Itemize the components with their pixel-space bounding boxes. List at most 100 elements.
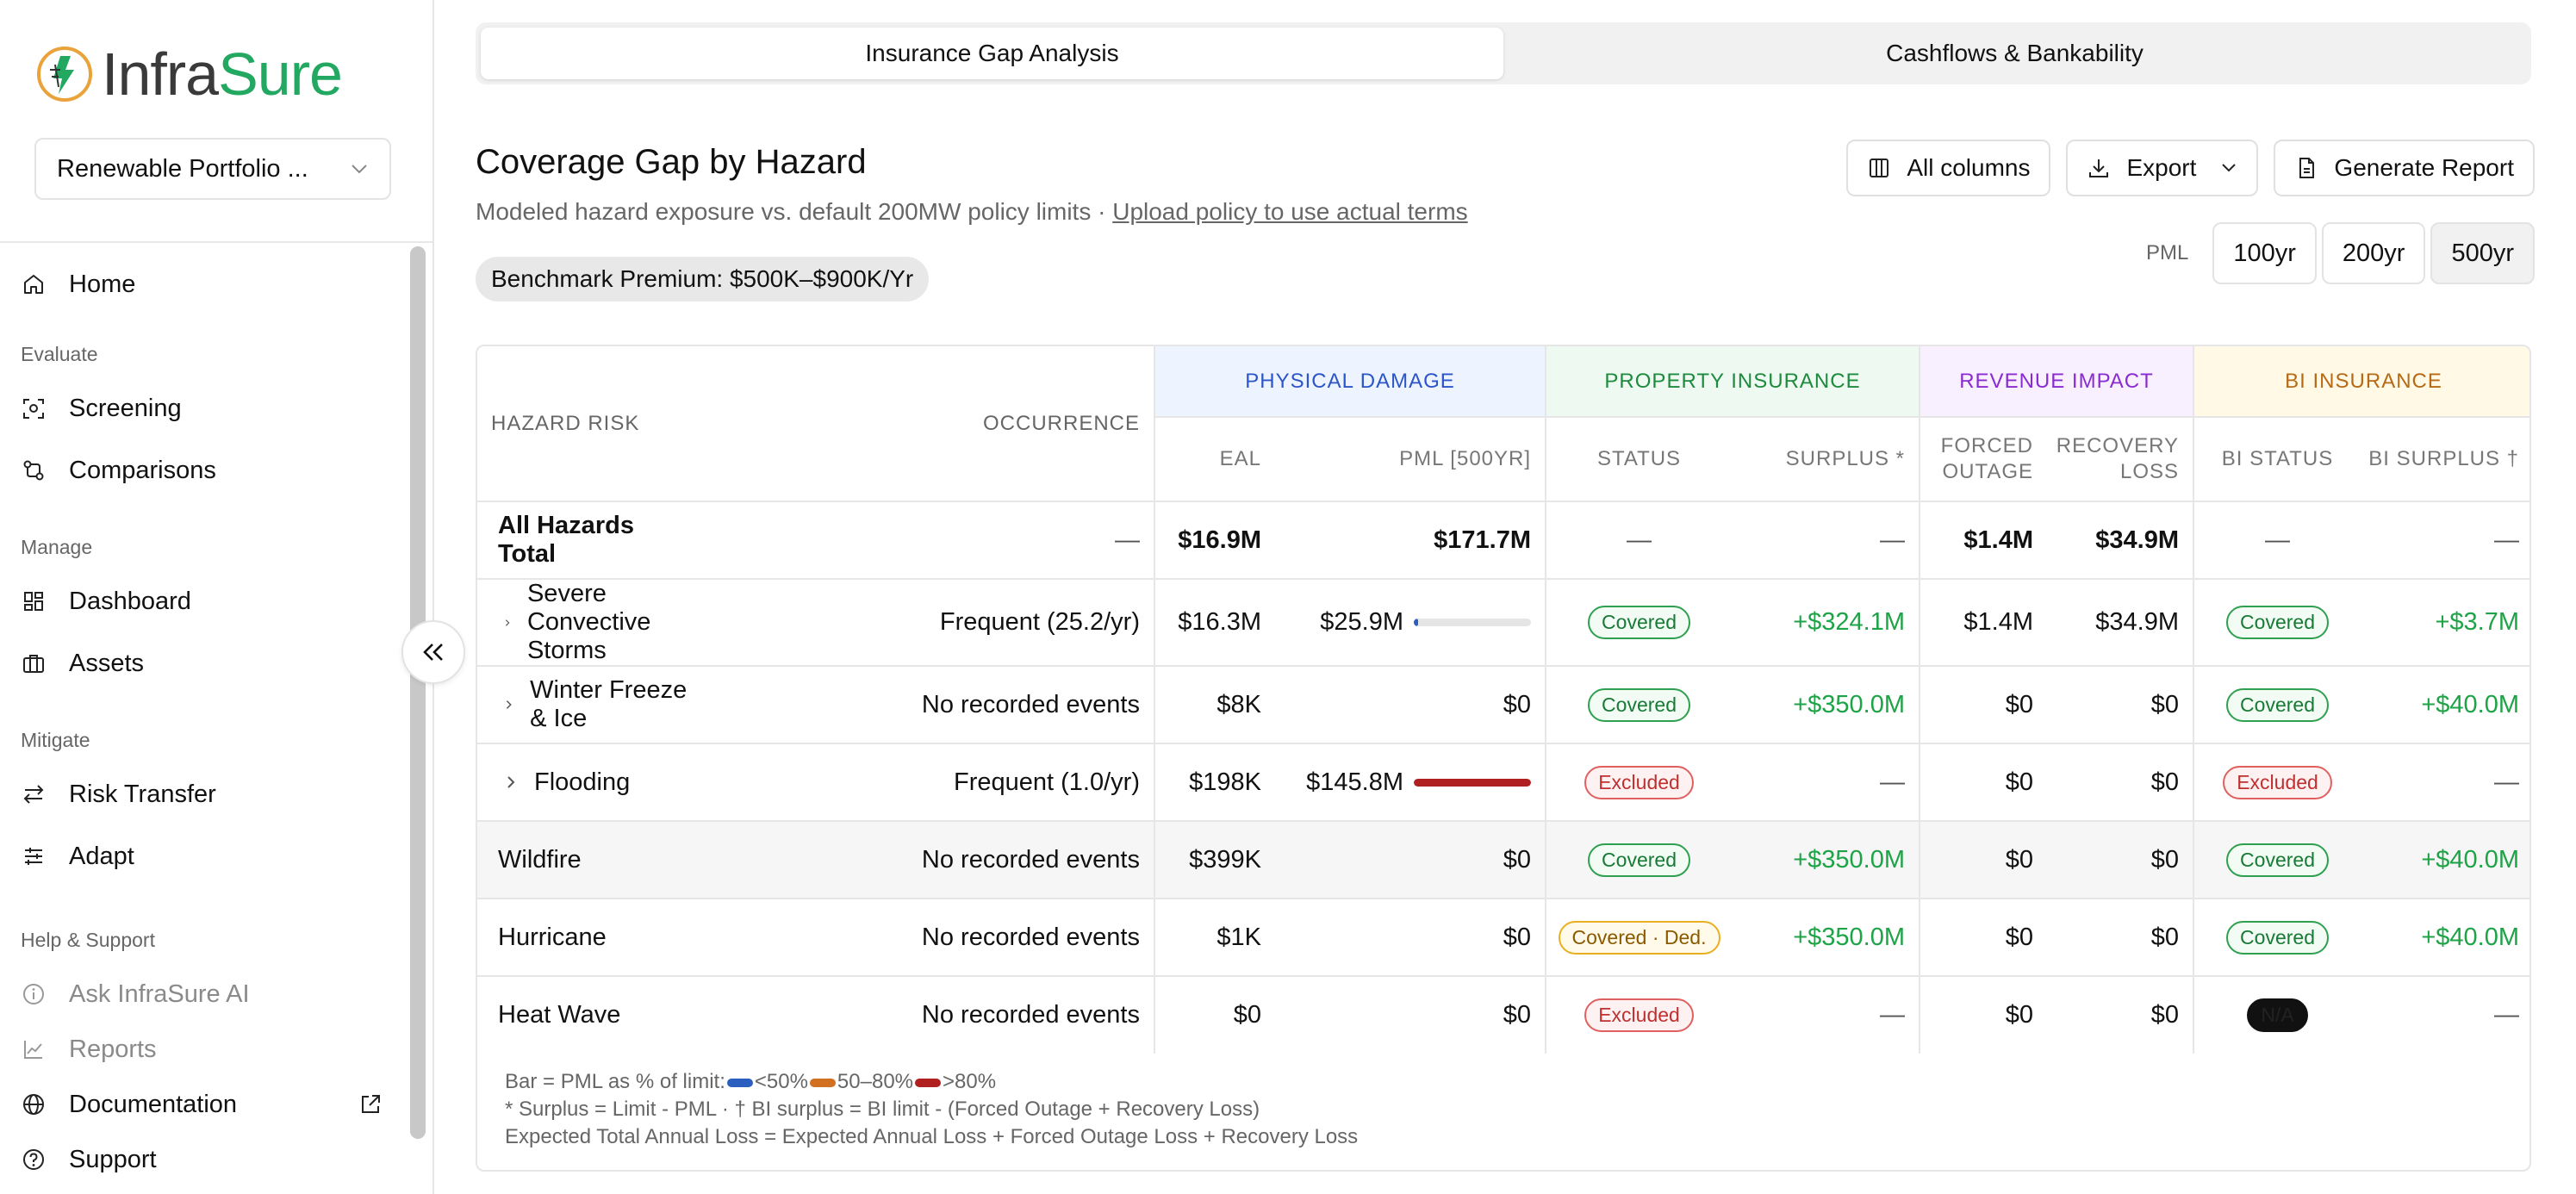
hazard-name-cell: Severe Convective Storms bbox=[477, 578, 691, 666]
hazard-name-cell: Winter Freeze & Ice bbox=[477, 665, 691, 743]
sidebar-item-home[interactable]: Home bbox=[21, 264, 135, 305]
legend-low: <50% bbox=[754, 1070, 808, 1093]
home-icon bbox=[21, 271, 47, 297]
hazard-name-wrap: Severe Convective Storms bbox=[503, 580, 691, 665]
table-row[interactable]: Winter Freeze & Ice No recorded events $8K… bbox=[477, 665, 2529, 743]
bi-surplus-cell: +$40.0M bbox=[2361, 898, 2529, 976]
download-icon bbox=[2089, 159, 2109, 177]
sidebar-item-support[interactable]: Support bbox=[21, 1139, 157, 1180]
table-row[interactable]: Severe Convective Storms Frequent (25.2/y… bbox=[477, 578, 2529, 666]
legend-line-3: Expected Total Annual Loss = Expected An… bbox=[505, 1125, 1359, 1148]
group-bi-insurance: BI INSURANCE bbox=[2193, 346, 2529, 417]
status-badge: Excluded bbox=[1584, 998, 1694, 1032]
bi-status-badge: N/A bbox=[2247, 998, 2308, 1032]
generate-report-button[interactable]: Generate Report bbox=[2274, 140, 2535, 196]
sidebar-item-screening[interactable]: Screening bbox=[21, 388, 182, 429]
eal-cell: $1K bbox=[1154, 898, 1275, 976]
sidebar-item-label: Risk Transfer bbox=[69, 780, 216, 808]
sidebar-item-documentation[interactable]: Documentation bbox=[21, 1084, 383, 1125]
eal-cell: $16.3M bbox=[1154, 578, 1275, 666]
col-header-surplus[interactable]: SURPLUS * bbox=[1732, 416, 1921, 501]
pml-200yr-button[interactable]: 200yr bbox=[2321, 222, 2426, 284]
sidebar-item-comparisons[interactable]: Comparisons bbox=[21, 450, 216, 491]
portfolio-label: Renewable Portfolio ... bbox=[57, 154, 308, 183]
surplus-cell: +$350.0M bbox=[1732, 665, 1921, 743]
col-header-status[interactable]: STATUS bbox=[1546, 416, 1733, 501]
col-header-recovery-loss[interactable]: RECOVERY LOSS bbox=[2047, 416, 2195, 501]
forced-line-1: FORCED bbox=[1940, 434, 2034, 457]
sidebar-item-reports[interactable]: Reports bbox=[21, 1029, 157, 1070]
recovery-loss-cell: $0 bbox=[2047, 743, 2195, 821]
col-header-bi-surplus[interactable]: BI SURPLUS † bbox=[2361, 416, 2529, 501]
surplus-cell: +$324.1M bbox=[1732, 578, 1921, 666]
sidebar-item-risk-transfer[interactable]: Risk Transfer bbox=[21, 774, 216, 815]
sidebar-item-label: Screening bbox=[69, 394, 182, 422]
upload-policy-link[interactable]: Upload policy to use actual terms bbox=[1112, 198, 1468, 225]
group-physical-damage: PHYSICAL DAMAGE bbox=[1154, 346, 1547, 417]
eal-cell: $198K bbox=[1154, 743, 1275, 821]
forced-outage-cell: $0 bbox=[1920, 665, 2048, 743]
sidebar: InfraSure Renewable Portfolio ... Home E… bbox=[0, 0, 434, 1194]
pml-100yr-button[interactable]: 100yr bbox=[2212, 222, 2317, 284]
collapse-sidebar-button[interactable] bbox=[401, 620, 465, 684]
surplus-cell: +$350.0M bbox=[1732, 898, 1921, 976]
tab-cashflows[interactable]: Cashflows & Bankability bbox=[1886, 40, 2144, 66]
globe-icon bbox=[21, 1091, 47, 1117]
chevron-right-icon[interactable] bbox=[503, 774, 519, 790]
export-button[interactable]: Export bbox=[2066, 140, 2259, 196]
sidebar-scrollbar[interactable] bbox=[410, 246, 426, 1139]
sidebar-item-label: Reports bbox=[69, 1035, 157, 1063]
sidebar-item-assets[interactable]: Assets bbox=[21, 643, 144, 684]
sidebar-item-label: Assets bbox=[69, 649, 145, 677]
subtitle-text: Modeled hazard exposure vs. default 200M… bbox=[476, 198, 1113, 225]
external-link-icon bbox=[358, 1092, 383, 1116]
chevron-right-icon[interactable] bbox=[503, 615, 512, 631]
nav-section-mitigate: Mitigate bbox=[21, 729, 90, 751]
tab-insurance-gap[interactable]: Insurance Gap Analysis bbox=[481, 28, 1503, 79]
bi-status-badge: Covered bbox=[2226, 606, 2329, 639]
col-header-occurrence[interactable]: OCCURRENCE bbox=[691, 346, 1155, 501]
forced-outage-cell: $0 bbox=[1920, 975, 2048, 1054]
pml-500yr-button[interactable]: 500yr bbox=[2430, 222, 2535, 284]
bi-status-cell: Covered bbox=[2193, 820, 2361, 899]
col-header-hazard[interactable]: HAZARD RISK bbox=[491, 411, 640, 435]
col-header-eal[interactable]: EAL bbox=[1154, 416, 1275, 501]
pml-bar-fill bbox=[1414, 778, 1532, 787]
legend-prefix: Bar = PML as % of limit: bbox=[505, 1070, 725, 1093]
status-cell: Covered · Ded. bbox=[1546, 898, 1733, 976]
briefcase-icon bbox=[21, 650, 47, 676]
recovery-loss-cell: $34.9M bbox=[2047, 578, 2195, 666]
infrasure-logo[interactable]: InfraSure bbox=[34, 34, 343, 114]
col-header-forced-outage[interactable]: FORCED OUTAGE bbox=[1920, 416, 2048, 501]
logo-infra: Infra bbox=[102, 40, 219, 108]
pml-value: $25.9M bbox=[1320, 608, 1404, 636]
hazard-name-wrap: Wildfire bbox=[498, 846, 691, 874]
pml-selector: PML 100yr 200yr 500yr bbox=[2146, 222, 2535, 284]
sidebar-item-dashboard[interactable]: Dashboard bbox=[21, 581, 191, 622]
occurrence-cell: No recorded events bbox=[691, 898, 1155, 976]
compare-icon bbox=[21, 457, 47, 483]
portfolio-selector[interactable]: Renewable Portfolio ... bbox=[34, 138, 391, 200]
chevron-right-icon[interactable] bbox=[503, 697, 514, 712]
bi-status-cell: — bbox=[2193, 501, 2361, 579]
forced-outage-cell: $0 bbox=[1920, 898, 2048, 976]
col-header-bi-status[interactable]: BI STATUS bbox=[2193, 416, 2361, 501]
recovery-loss-cell: $0 bbox=[2047, 898, 2195, 976]
bi-status-badge: Covered bbox=[2226, 687, 2329, 722]
all-columns-button[interactable]: All columns bbox=[1846, 140, 2051, 196]
table-row[interactable]: Flooding Frequent (1.0/yr) $198K $145.8M Exc… bbox=[477, 743, 2529, 821]
table-legend: Bar = PML as % of limit: <50% 50–80% >80% *… bbox=[505, 1068, 1358, 1151]
chevrons-left-icon bbox=[423, 644, 443, 661]
pml-cell-inner: $145.8M bbox=[1275, 768, 1545, 797]
sidebar-item-label: Home bbox=[69, 270, 136, 298]
col-header-pml[interactable]: PML [500YR] bbox=[1275, 416, 1547, 501]
sidebar-item-adapt[interactable]: Adapt bbox=[21, 836, 134, 877]
forced-outage-cell: $0 bbox=[1920, 743, 2048, 821]
hazard-name: All Hazards Total bbox=[477, 501, 691, 579]
legend-swatch-high bbox=[915, 1078, 941, 1087]
forced-outage-cell: $1.4M bbox=[1920, 501, 2048, 579]
recovery-loss-cell: $34.9M bbox=[2047, 501, 2195, 579]
sidebar-item-ask-ai[interactable]: Ask InfraSure AI bbox=[21, 973, 250, 1015]
tab-bar: Insurance Gap Analysis Cashflows & Banka… bbox=[476, 22, 2531, 84]
chevron-down-icon bbox=[2222, 164, 2237, 172]
